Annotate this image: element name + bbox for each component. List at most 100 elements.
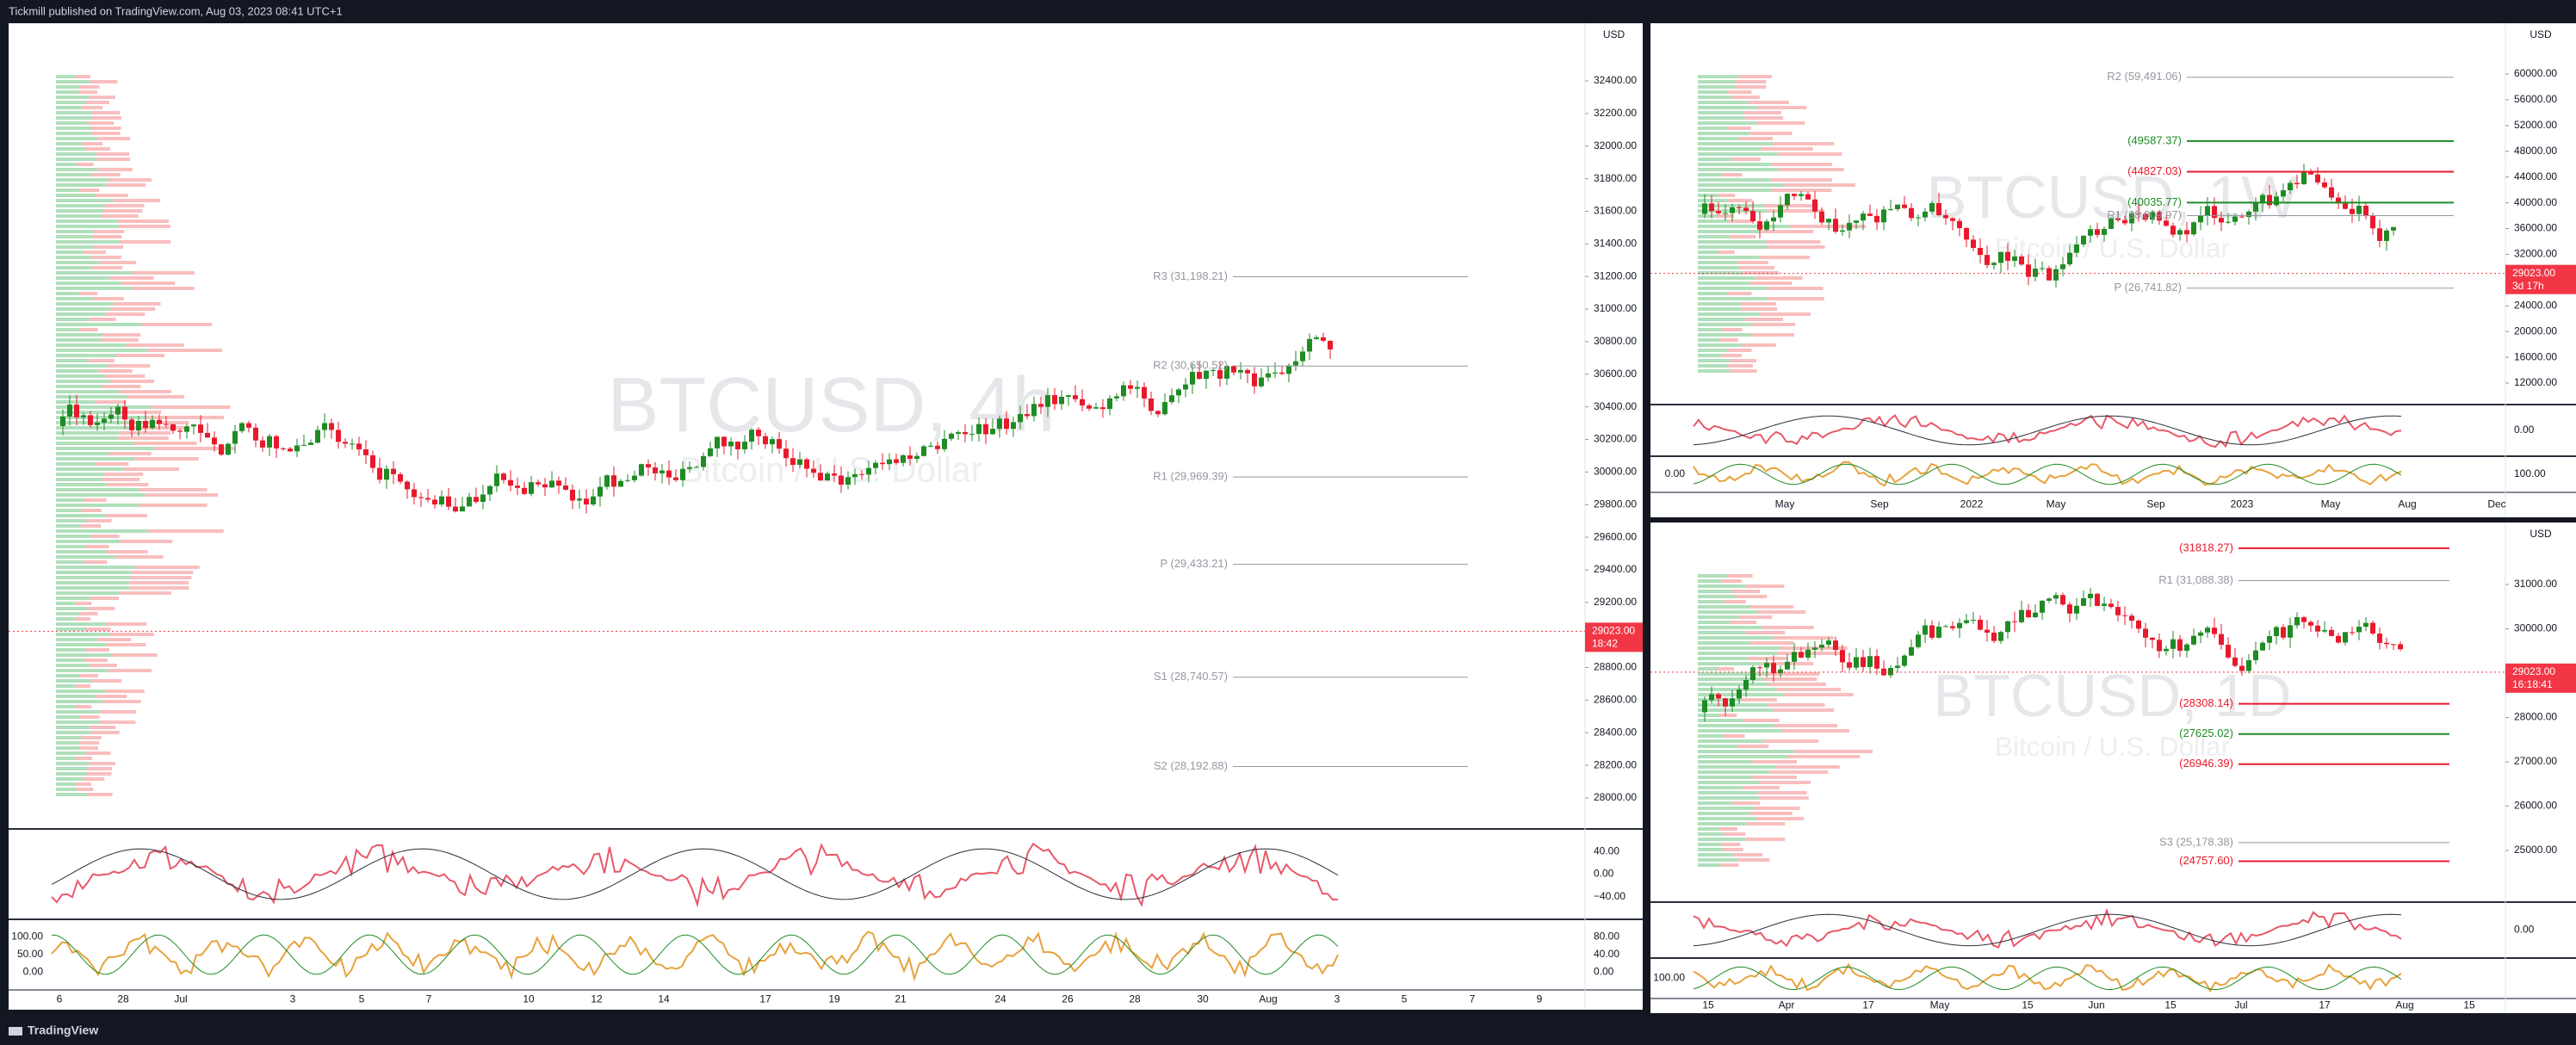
candle-body bbox=[1286, 365, 1291, 374]
time-tick-label: Sep bbox=[1870, 498, 1889, 510]
volume-profile-down bbox=[104, 374, 146, 378]
volume-profile-down bbox=[1752, 760, 1798, 764]
volume-profile-up bbox=[1698, 610, 1757, 614]
price-tick-label: 28000.00 bbox=[2514, 711, 2557, 723]
pivot-label: (28308.14) bbox=[2179, 696, 2233, 709]
volume-profile-up bbox=[1698, 106, 1758, 109]
candle-body bbox=[1052, 395, 1057, 405]
volume-profile-up bbox=[56, 281, 122, 285]
volume-profile-down bbox=[1773, 708, 1835, 712]
volume-profile-down bbox=[1760, 781, 1811, 784]
candle-body bbox=[2329, 187, 2334, 198]
candle-body bbox=[708, 448, 713, 456]
time-tick-label: 15 bbox=[2463, 999, 2475, 1011]
volume-profile-up bbox=[1698, 646, 1780, 650]
candle-body bbox=[1169, 395, 1174, 403]
pivot-label: (26946.39) bbox=[2179, 757, 2233, 770]
volume-profile-down bbox=[1762, 626, 1814, 629]
oscillator-tick-label: 0.00 bbox=[23, 966, 44, 978]
volume-profile-up bbox=[1698, 667, 1718, 671]
volume-profile-up bbox=[56, 328, 79, 331]
volume-profile-up bbox=[56, 488, 139, 492]
volume-profile-up bbox=[1698, 287, 1768, 290]
volume-profile-down bbox=[109, 276, 154, 280]
candle-body bbox=[95, 423, 100, 425]
time-tick-label: 17 bbox=[1862, 999, 1874, 1011]
candle-body bbox=[2363, 205, 2369, 217]
volume-profile-down bbox=[1751, 323, 1796, 326]
volume-profile-down bbox=[1718, 214, 1734, 218]
candle-body bbox=[2019, 256, 2024, 265]
volume-profile-up bbox=[1698, 245, 1768, 249]
bar-countdown: 18:42 bbox=[1592, 637, 1618, 649]
volume-profile-down bbox=[108, 452, 152, 455]
time-tick-label: May bbox=[1775, 498, 1795, 510]
price-tick-label: 28800.00 bbox=[1594, 661, 1637, 673]
time-tick-label: 30 bbox=[1197, 993, 1209, 1005]
candle-body bbox=[294, 445, 300, 452]
candle-body bbox=[1307, 338, 1312, 352]
time-tick-label: 12 bbox=[591, 993, 603, 1005]
volume-profile-down bbox=[1730, 235, 1756, 238]
candle-body bbox=[2336, 635, 2341, 643]
candle-body bbox=[928, 445, 933, 447]
volume-profile-up bbox=[56, 106, 82, 109]
time-tick-label: 3 bbox=[1334, 993, 1341, 1005]
volume-profile-up bbox=[56, 447, 155, 450]
volume-profile-down bbox=[1793, 750, 1873, 753]
candle-body bbox=[2026, 264, 2031, 277]
price-tick-label: 32000.00 bbox=[1594, 139, 1637, 151]
candle-body bbox=[405, 481, 410, 490]
candle-body bbox=[1709, 203, 1714, 212]
candle-body bbox=[239, 423, 245, 431]
volume-profile-down bbox=[102, 700, 141, 703]
candle-body bbox=[274, 436, 279, 448]
candle-body bbox=[2267, 636, 2272, 643]
volume-profile-up bbox=[56, 519, 87, 522]
volume-profile-down bbox=[1727, 90, 1752, 94]
volume-profile-down bbox=[1771, 178, 1833, 182]
candle-body bbox=[777, 439, 782, 449]
candle-body bbox=[2205, 206, 2210, 216]
last-price-tag bbox=[2505, 663, 2576, 693]
price-tick-label: 28400.00 bbox=[1594, 726, 1637, 738]
volume-profile-down bbox=[1749, 605, 1793, 609]
candle-body bbox=[591, 496, 596, 505]
price-tick-label: 31800.00 bbox=[1594, 172, 1637, 184]
volume-profile-down bbox=[1726, 127, 1751, 130]
candle-body bbox=[2081, 235, 2086, 244]
time-tick-label: 2023 bbox=[2231, 498, 2254, 510]
candle-body bbox=[1155, 411, 1161, 415]
candle-body bbox=[1812, 647, 1817, 650]
volume-profile-up bbox=[56, 178, 108, 182]
volume-profile-up bbox=[56, 209, 104, 213]
candle-body bbox=[1895, 204, 1900, 209]
candle-body bbox=[611, 475, 616, 487]
volume-profile-up bbox=[1698, 333, 1751, 337]
price-tick-label: 29600.00 bbox=[1594, 530, 1637, 542]
candle-body bbox=[1833, 640, 1838, 651]
volume-profile-down bbox=[90, 597, 120, 600]
volume-profile-down bbox=[1761, 147, 1813, 151]
candle-body bbox=[2377, 634, 2382, 643]
volume-profile-down bbox=[1718, 667, 1734, 671]
volume-profile-up bbox=[56, 364, 108, 368]
volume-profile-down bbox=[1745, 822, 1786, 825]
candle-body bbox=[1964, 620, 1969, 623]
candle-body bbox=[2253, 201, 2258, 212]
volume-profile-down bbox=[1783, 693, 1854, 696]
candle-body bbox=[715, 436, 720, 448]
candle-body bbox=[1778, 205, 1783, 218]
volume-profile-down bbox=[1723, 734, 1745, 738]
candle-body bbox=[1916, 634, 1921, 647]
candle-body bbox=[1716, 211, 1721, 213]
price-tick-label: 30000.00 bbox=[2514, 622, 2557, 634]
candle-body bbox=[2067, 604, 2072, 614]
volume-profile-up bbox=[56, 545, 85, 548]
candle-body bbox=[907, 455, 913, 460]
volume-profile-up bbox=[1698, 765, 1776, 769]
candle-body bbox=[2308, 621, 2313, 626]
candle-body bbox=[1840, 650, 1845, 663]
candle-body bbox=[942, 438, 947, 449]
